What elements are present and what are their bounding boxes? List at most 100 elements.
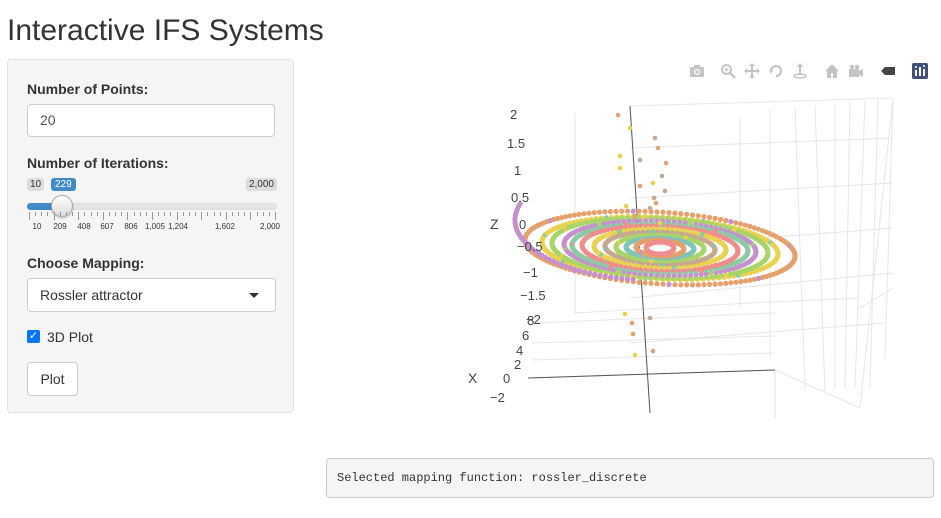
scatter-point — [712, 281, 718, 287]
scatter-point — [751, 276, 757, 282]
home-icon[interactable] — [824, 63, 840, 79]
points-input[interactable]: 20 — [27, 104, 275, 137]
scatter-point — [727, 271, 734, 277]
scatter-point — [756, 275, 762, 281]
scatter-point — [558, 262, 564, 268]
scatter-point — [722, 268, 728, 274]
scatter-point — [733, 279, 739, 285]
scatter-point — [558, 215, 564, 221]
slider-tick — [213, 212, 215, 216]
scatter-point — [572, 266, 578, 272]
turntable-icon[interactable] — [792, 63, 808, 79]
slider-tick — [268, 212, 270, 216]
scatter-point — [622, 311, 628, 317]
scatter-point — [630, 331, 636, 337]
slider-ticks — [27, 212, 277, 220]
scatter-point — [751, 225, 757, 231]
scatter-point — [602, 209, 608, 215]
scatter-point — [695, 282, 701, 288]
scatter-point — [728, 219, 734, 225]
scatter-point — [732, 270, 738, 276]
scatter-point — [678, 211, 684, 217]
slider-tick — [35, 212, 37, 216]
slider-tick — [96, 212, 98, 216]
plotly-logo-icon[interactable] — [912, 63, 928, 79]
scatter-point — [632, 213, 638, 219]
scatter-point — [678, 282, 684, 288]
scatter-point — [617, 153, 623, 159]
scatter-point — [596, 221, 603, 228]
plot3d-checkbox[interactable]: ✓ — [27, 330, 40, 343]
mapping-select[interactable]: Rossler attractor — [27, 278, 276, 312]
scatter-point — [608, 274, 614, 280]
slider-tick — [47, 212, 49, 216]
slider-tick — [121, 212, 123, 216]
scatter-point — [712, 246, 718, 252]
slider-tick — [201, 212, 203, 220]
slider-tick — [207, 212, 209, 216]
slider-tick — [115, 212, 117, 216]
zoom-icon[interactable] — [720, 63, 736, 79]
scatter-point — [707, 281, 713, 287]
scatter-point — [580, 220, 586, 226]
plot-3d[interactable]: 2 1.5 1 0.5 0 −0.5 −1 −1.5 −2 8 6 4 2 0 −2 Z X — [440, 88, 935, 418]
slider-tick — [133, 212, 135, 216]
scatter-point — [775, 249, 781, 255]
scatter-point — [712, 215, 718, 221]
scatter-point — [581, 269, 588, 275]
orbit-icon[interactable] — [768, 63, 784, 79]
scatter-point — [701, 282, 707, 288]
scatter-point — [607, 209, 613, 215]
slider-tick — [53, 212, 55, 220]
iterations-slider[interactable]: 10 229 2,000 10 209 408 607 806 1,005 1,204 1,6… — [27, 178, 280, 234]
scatter-point — [728, 280, 734, 286]
z-tick-label: −2 — [526, 312, 541, 327]
scatter-point — [619, 275, 625, 281]
scatter-point — [647, 315, 653, 321]
scatter-point — [632, 352, 638, 358]
slider-tick — [145, 212, 147, 216]
z-tick-label: 0 — [519, 217, 526, 232]
slider-tick — [238, 212, 240, 216]
scatter-point — [695, 262, 701, 268]
slider-tick — [65, 212, 67, 216]
scatter-point — [563, 263, 569, 269]
slider-tick — [250, 212, 252, 220]
z-tick-label: 1 — [514, 163, 521, 178]
camera-view-icon[interactable] — [848, 63, 864, 79]
scatter-point — [577, 268, 583, 274]
slider-handle[interactable] — [51, 195, 73, 217]
pan-icon[interactable] — [744, 63, 760, 79]
scatter-point — [630, 276, 636, 282]
scatter-point — [696, 266, 702, 272]
hover-icon[interactable] — [880, 63, 896, 79]
sidebar-panel: Number of Points: 20 Number of Iteration… — [7, 59, 294, 413]
slider-tick — [108, 212, 110, 216]
scatter-point — [654, 281, 660, 287]
slider-tick — [164, 212, 166, 216]
scatter-point — [701, 245, 707, 251]
slider-tick — [170, 212, 172, 216]
scatter-point — [648, 280, 654, 286]
scatter-point — [672, 282, 678, 288]
plot-button[interactable]: Plot — [27, 362, 78, 396]
scatter-point — [624, 208, 631, 214]
scatter-point — [650, 180, 656, 186]
slider-tick — [262, 212, 264, 216]
camera-icon[interactable] — [689, 63, 705, 79]
scatter-point — [588, 223, 594, 229]
slider-fill — [27, 203, 63, 210]
slider-tick — [139, 212, 141, 216]
scatter-point — [736, 269, 742, 275]
scatter-point — [684, 211, 690, 217]
slider-tick — [188, 212, 190, 216]
scatter-point — [630, 208, 636, 214]
slider-tick — [225, 212, 227, 220]
slider-tick — [219, 212, 221, 216]
scatter-point — [662, 188, 668, 194]
scatter-point — [666, 281, 672, 288]
scatter-point — [703, 274, 709, 280]
scatter-point — [703, 260, 709, 266]
z-tick-label: −1.5 — [520, 288, 546, 303]
x-tick-label: 8 — [527, 313, 534, 328]
